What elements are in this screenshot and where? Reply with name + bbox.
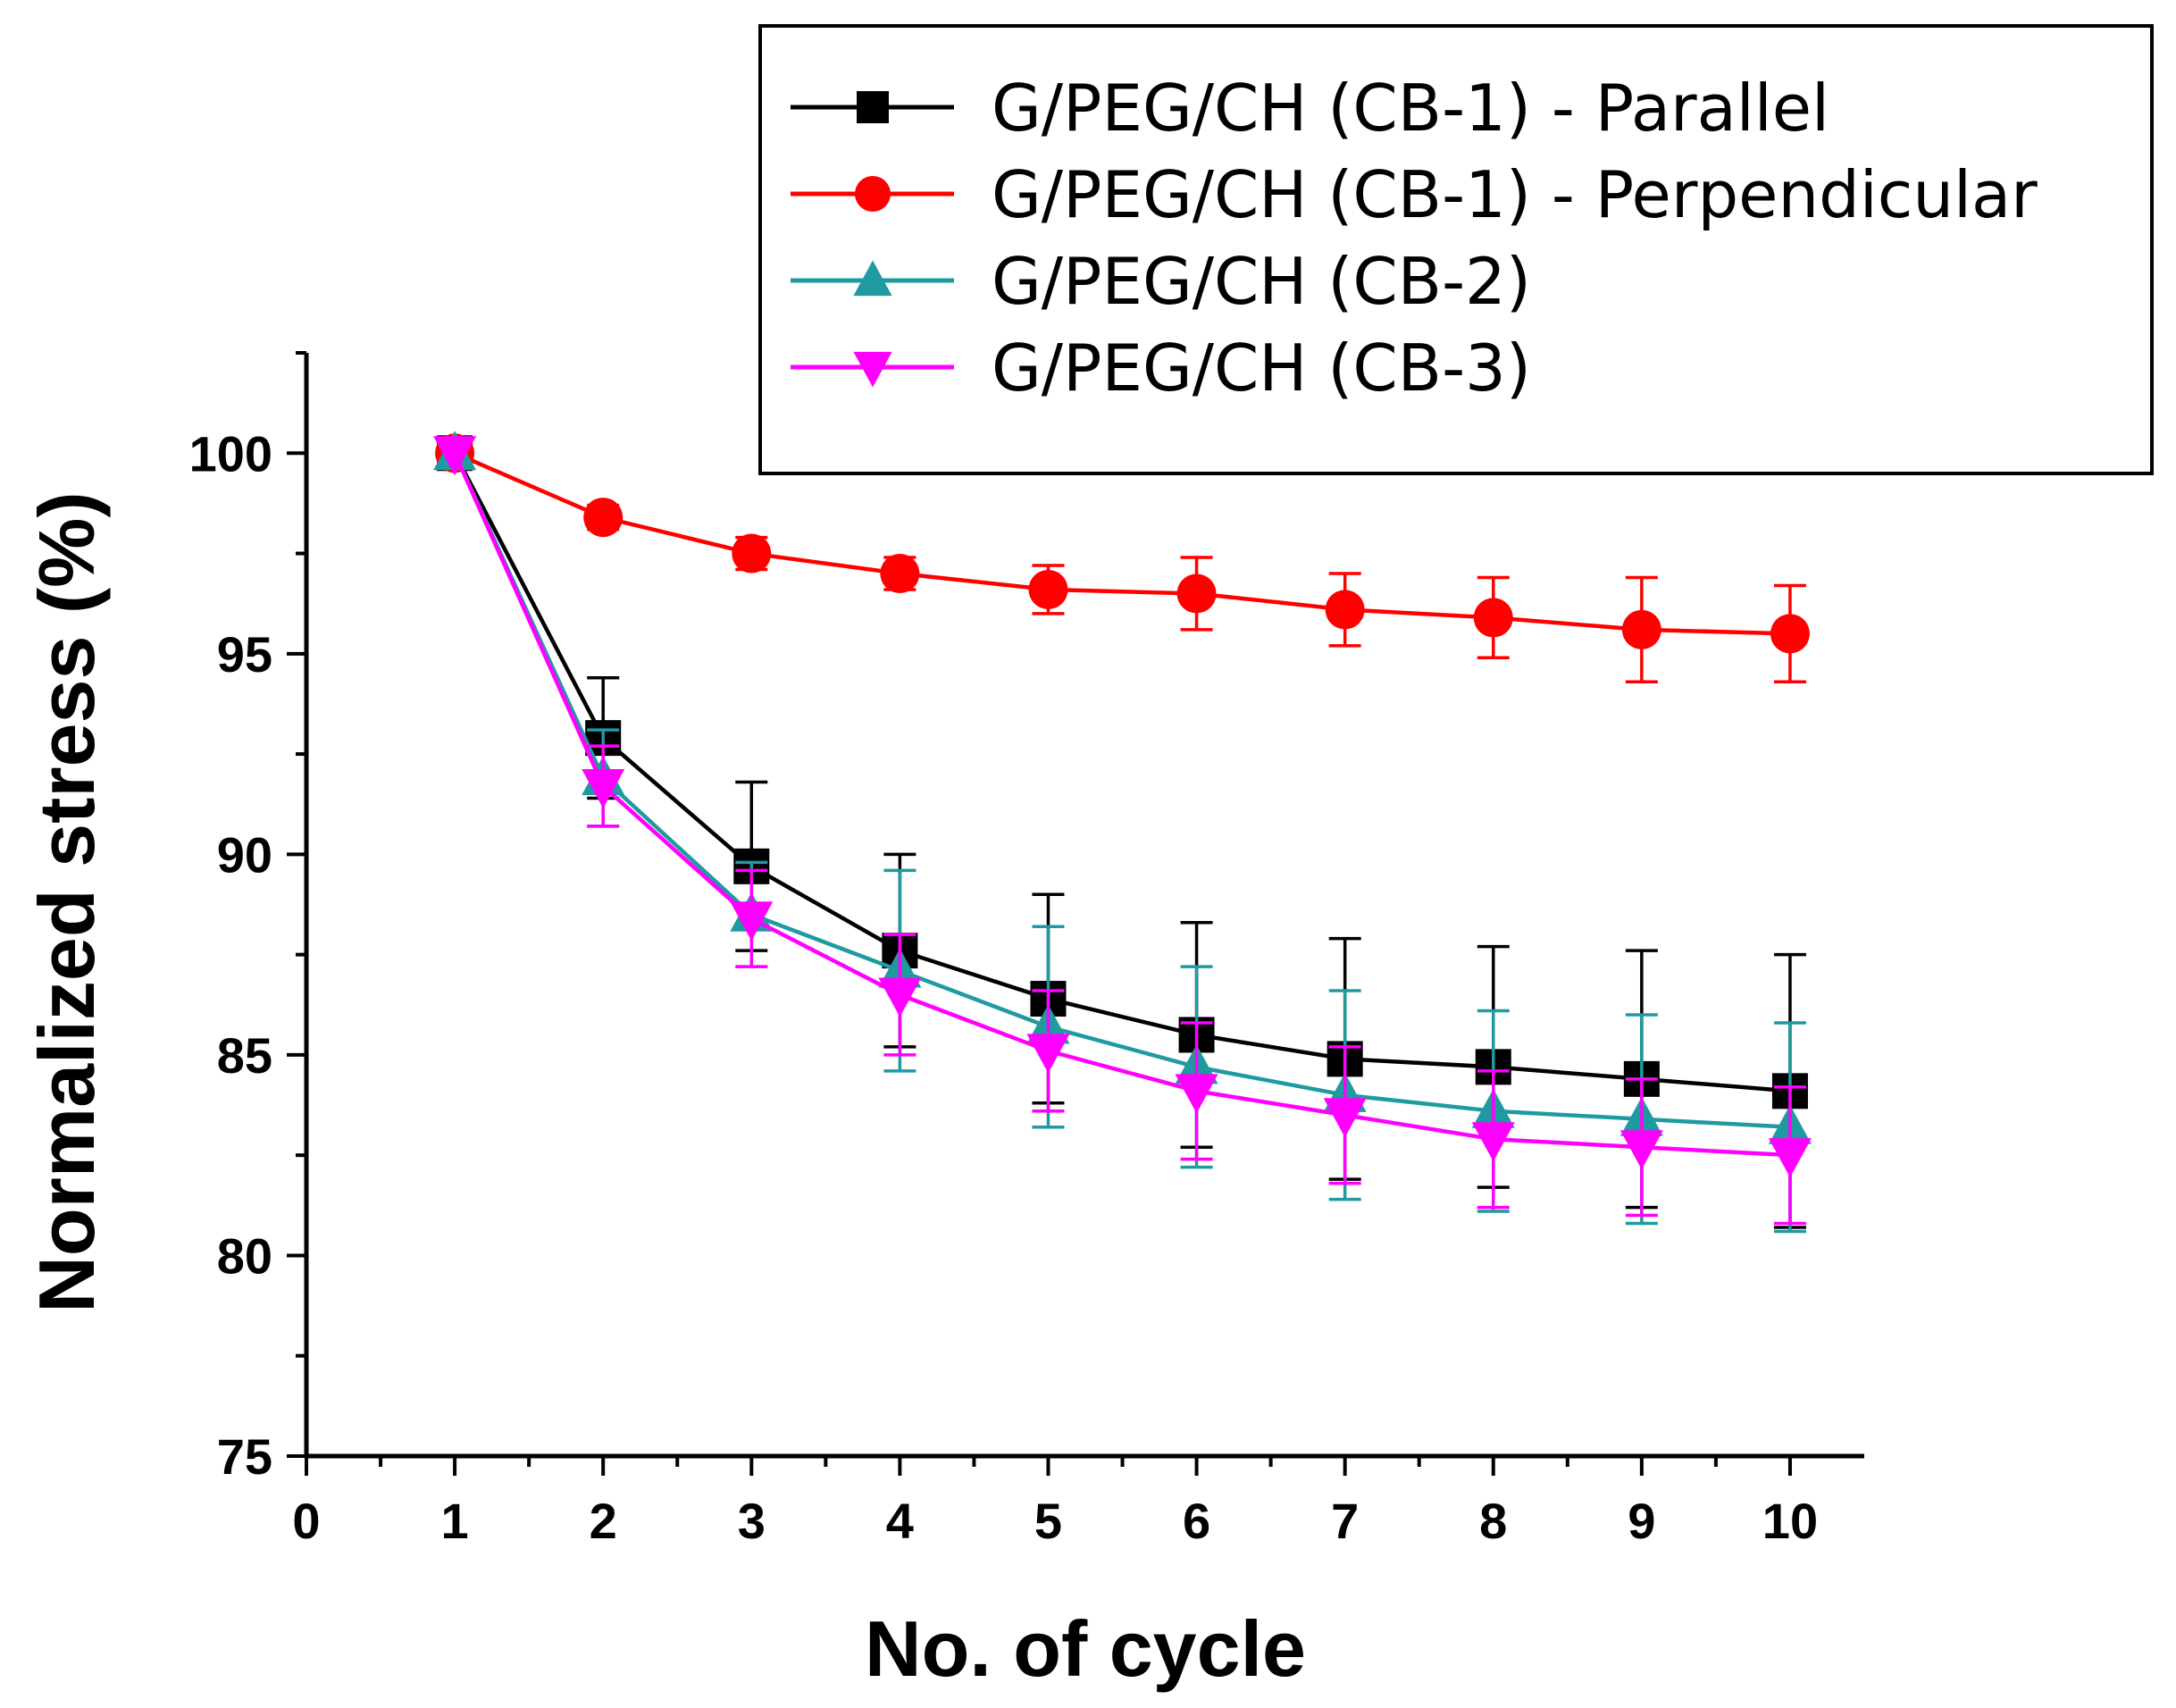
x-tick-label: 9 xyxy=(1628,1493,1655,1549)
x-tick-label: 1 xyxy=(441,1493,469,1549)
legend-entry: G/PEG/CH (CB-1) - Perpendicular xyxy=(791,157,2038,232)
legend-box xyxy=(758,24,2154,475)
data-point xyxy=(1770,614,1810,654)
legend-entry: G/PEG/CH (CB-3) xyxy=(791,331,1531,406)
data-point xyxy=(1471,1122,1515,1162)
series-line xyxy=(453,452,1791,1093)
data-point xyxy=(1473,598,1513,638)
legend-label: G/PEG/CH (CB-1) - Parallel xyxy=(992,71,1829,146)
data-point xyxy=(730,901,774,942)
x-tick-label: 5 xyxy=(1034,1493,1062,1549)
x-axis-title: No. of cycle xyxy=(865,1604,1306,1693)
y-axis-title: Normalized stress (%) xyxy=(22,491,111,1312)
plot-area xyxy=(433,431,1812,1234)
x-tick-label: 10 xyxy=(1762,1493,1818,1549)
x-tick-label: 0 xyxy=(292,1493,320,1549)
ticks: 0 1 2 3 4 5 6 7 8 9 10 75 80 85 90 95 100 xyxy=(189,351,1818,1549)
legend-entry: G/PEG/CH (CB-2) xyxy=(791,244,1531,319)
x-tick-label: 3 xyxy=(738,1493,766,1549)
series-4 xyxy=(433,436,1812,1226)
y-tick-label: 100 xyxy=(189,425,272,481)
y-tick-label: 95 xyxy=(217,626,272,682)
data-point xyxy=(1176,574,1217,614)
x-tick-label: 8 xyxy=(1479,1493,1507,1549)
legend-entry: G/PEG/CH (CB-1) - Parallel xyxy=(791,71,1829,146)
x-tick-label: 2 xyxy=(590,1493,617,1549)
series-line xyxy=(453,452,1791,1129)
y-tick-label: 75 xyxy=(217,1428,272,1485)
data-point xyxy=(878,977,922,1017)
x-tick-label: 7 xyxy=(1331,1493,1359,1549)
data-point xyxy=(1175,1074,1218,1114)
series-line xyxy=(454,451,1791,636)
legend-marker xyxy=(855,176,891,212)
data-point xyxy=(582,769,625,809)
data-point xyxy=(1026,1034,1070,1074)
data-point xyxy=(1028,569,1068,609)
series-line xyxy=(453,452,1791,1158)
x-tick-label: 4 xyxy=(886,1493,914,1549)
data-point xyxy=(1768,1138,1812,1178)
data-point xyxy=(433,436,477,476)
data-point xyxy=(732,533,772,574)
legend-label: G/PEG/CH (CB-2) xyxy=(992,244,1531,319)
y-tick-label: 85 xyxy=(217,1027,272,1084)
legend-label: G/PEG/CH (CB-3) xyxy=(992,331,1531,406)
legend-marker xyxy=(853,260,892,297)
series-3 xyxy=(433,431,1812,1234)
legend-marker xyxy=(857,91,889,123)
series-2 xyxy=(435,433,1810,684)
x-tick-label: 6 xyxy=(1183,1493,1210,1549)
data-point xyxy=(1621,609,1661,649)
data-point xyxy=(880,554,920,593)
data-point xyxy=(583,498,624,538)
legend: G/PEG/CH (CB-1) - Parallel G/PEG/CH (CB-1… xyxy=(758,24,2154,475)
legend-label: G/PEG/CH (CB-1) - Perpendicular xyxy=(992,157,2038,232)
axes xyxy=(304,353,1864,1459)
data-point xyxy=(1619,1130,1663,1170)
data-point xyxy=(1325,590,1365,630)
legend-marker xyxy=(853,351,892,388)
series-1 xyxy=(437,435,1808,1229)
data-point xyxy=(1323,1098,1367,1138)
y-tick-label: 90 xyxy=(217,826,272,883)
y-tick-label: 80 xyxy=(217,1227,272,1284)
